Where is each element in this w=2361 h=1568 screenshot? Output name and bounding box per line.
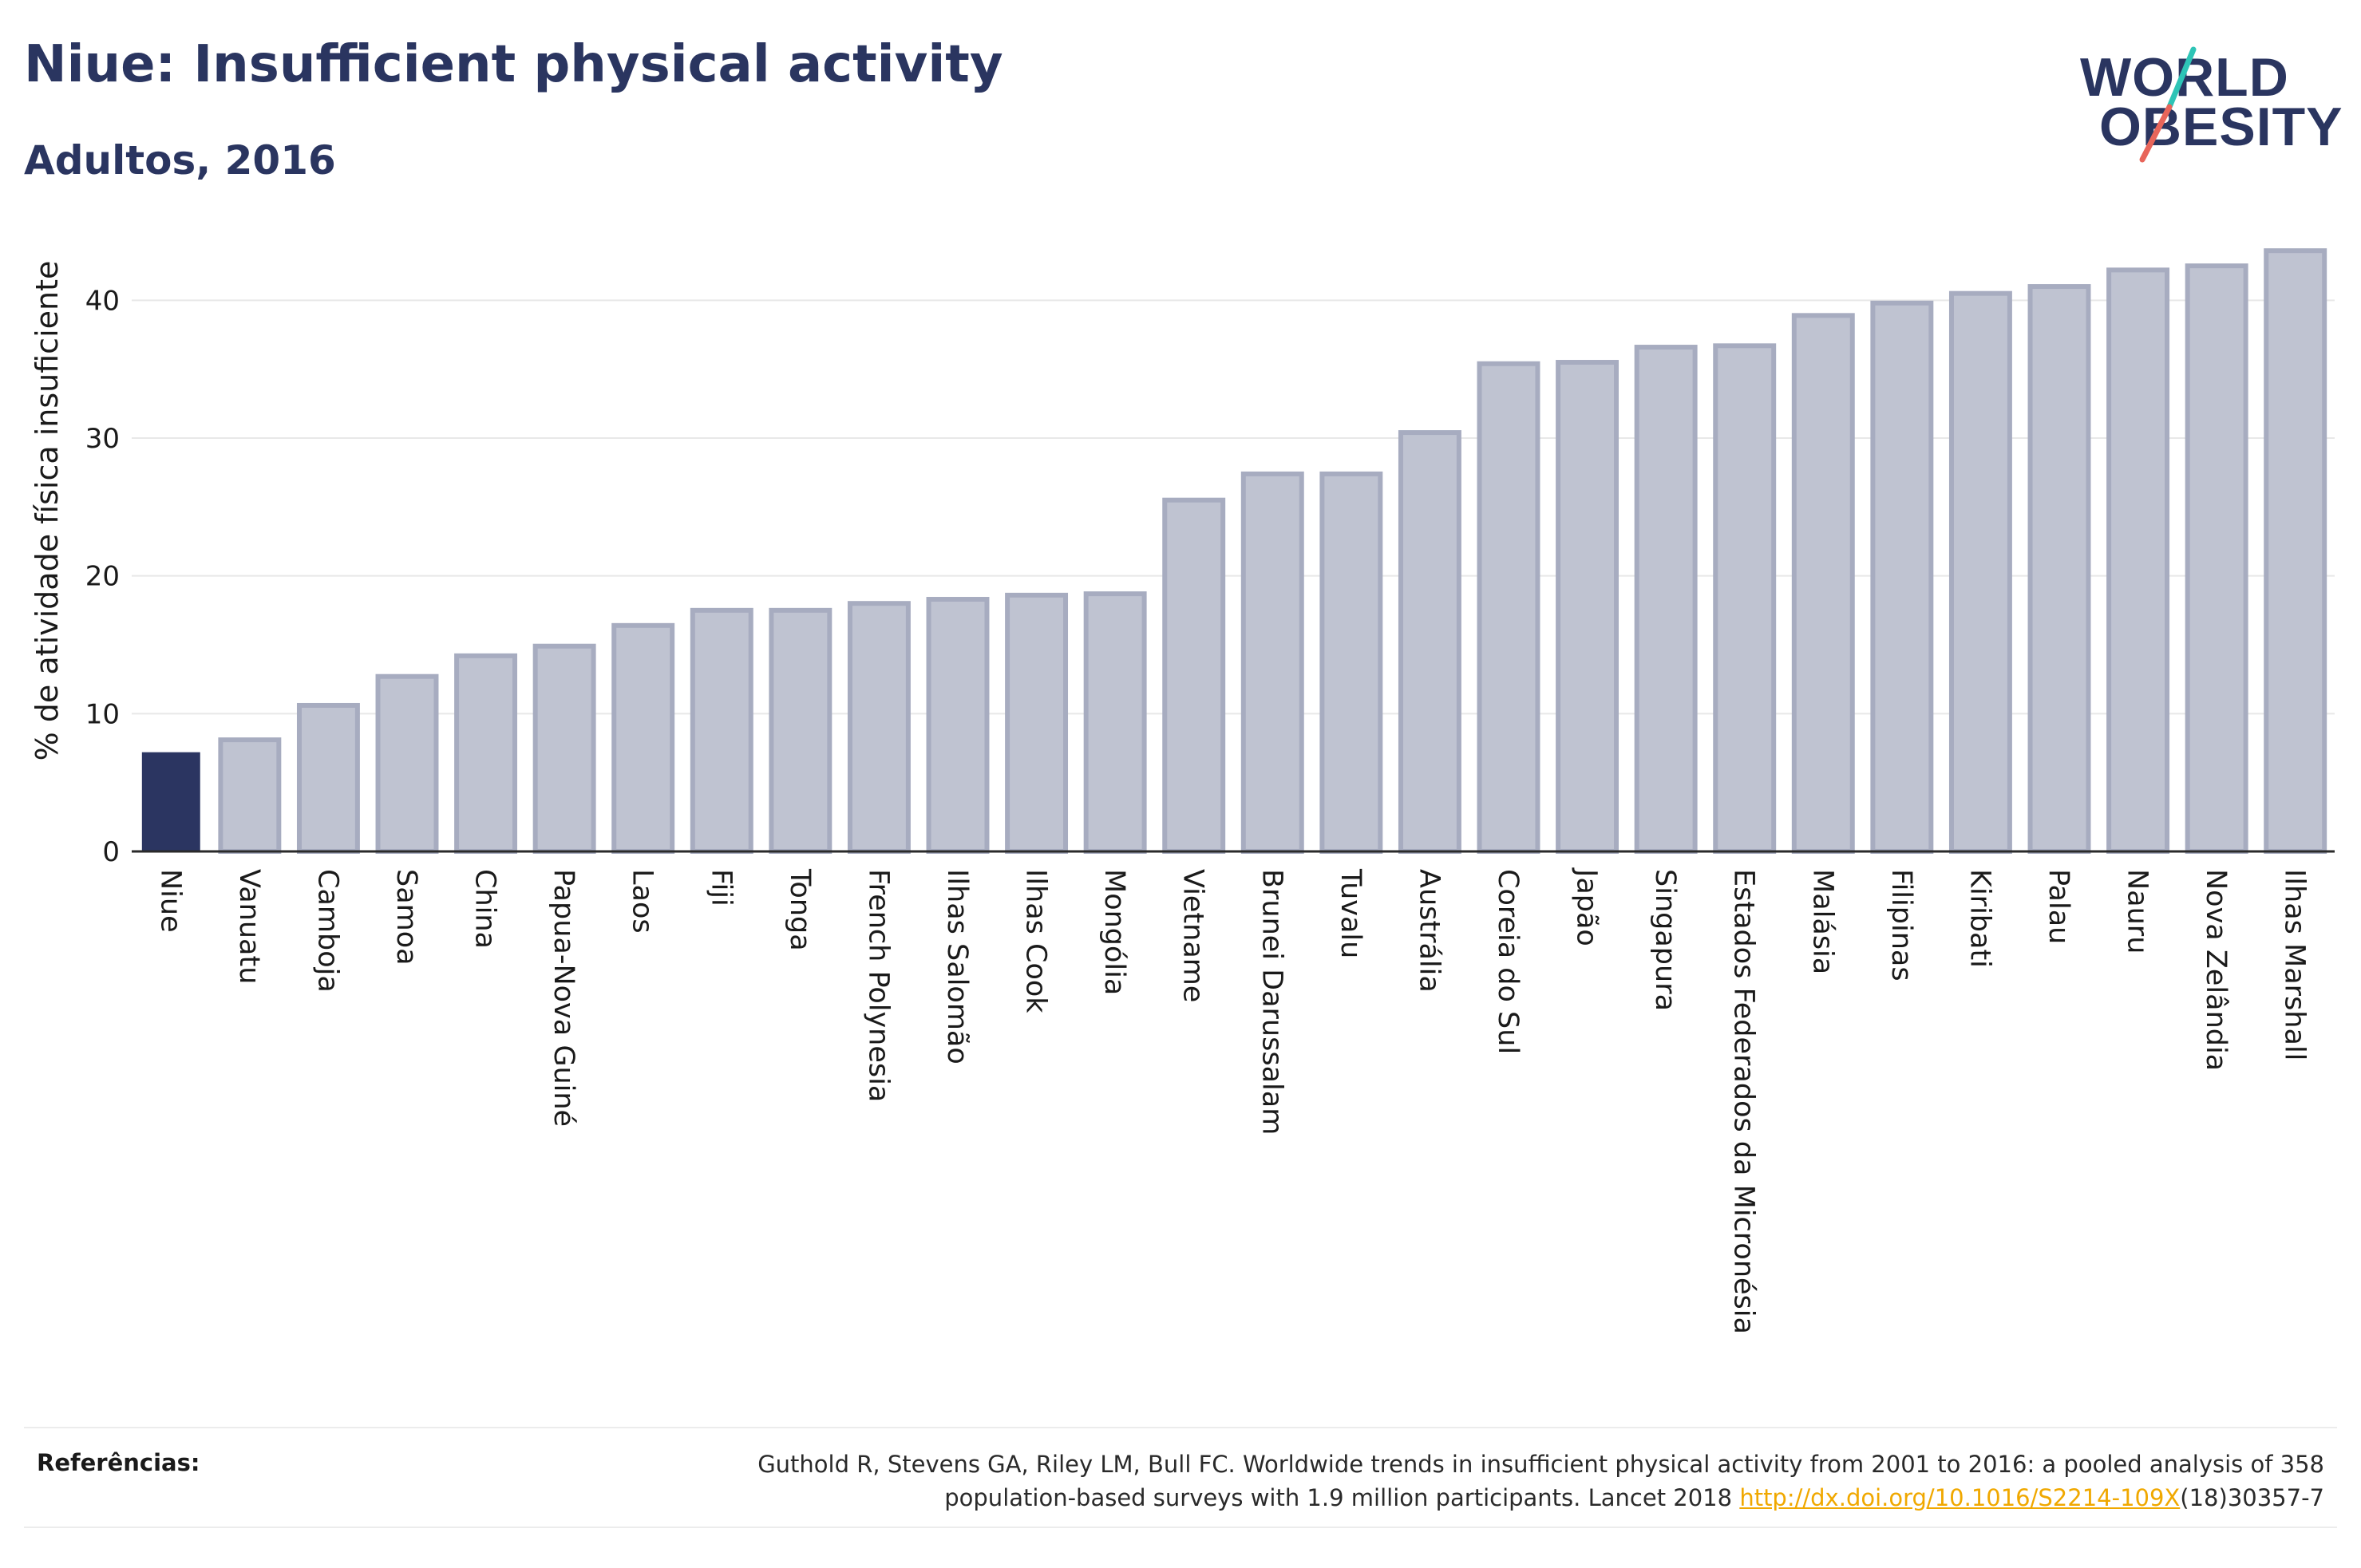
x-tick-label: Filipinas bbox=[1885, 869, 1917, 981]
reference-line-2-end: (18)30357-7 bbox=[2180, 1484, 2324, 1511]
x-tick-label: Brunei Darussalam bbox=[1256, 869, 1287, 1135]
bar-ilhas-marshall bbox=[2264, 248, 2327, 854]
bar-coreia-do-sul bbox=[1477, 361, 1540, 854]
bar-ilhas-cook bbox=[1005, 592, 1069, 855]
x-tick-label: Austrália bbox=[1413, 869, 1445, 993]
footer-divider-top bbox=[24, 1427, 2337, 1428]
x-tick-label: Ilhas Cook bbox=[1020, 869, 1052, 1013]
x-tick-label: Papua-Nova Guiné bbox=[548, 869, 579, 1127]
x-tick-label: Ilhas Marshall bbox=[2279, 869, 2311, 1060]
bar-fiji bbox=[690, 607, 753, 854]
bar-tuvalu bbox=[1319, 471, 1383, 854]
y-tick-label: 10 bbox=[85, 698, 120, 730]
bar-laos bbox=[611, 622, 675, 854]
bar-vanuatu bbox=[218, 737, 282, 855]
bar-brunei-darussalam bbox=[1240, 471, 1304, 854]
axes: 0 10 20 30 40 Niue Vanuatu Camboja Samoa China Pap… bbox=[85, 285, 2335, 1334]
bar-ilhas-salom-o bbox=[926, 597, 990, 855]
bar-china bbox=[454, 653, 518, 855]
bar-nova-zel-ndia bbox=[2185, 263, 2248, 854]
bar-samoa bbox=[375, 673, 439, 854]
y-tick-label: 20 bbox=[85, 561, 120, 593]
y-tick-label: 30 bbox=[85, 423, 120, 455]
bar-papua-nova-guin- bbox=[532, 643, 596, 855]
x-tick-label: Estados Federados da Micronésia bbox=[1728, 869, 1760, 1334]
reference-line-2: population-based surveys with 1.9 millio… bbox=[488, 1481, 2324, 1515]
bar-french-polynesia bbox=[847, 601, 911, 854]
x-tick-label: Samoa bbox=[390, 869, 422, 966]
y-tick-label: 0 bbox=[102, 836, 120, 868]
x-tick-label: Malásia bbox=[1806, 869, 1838, 974]
x-tick-label: French Polynesia bbox=[862, 869, 894, 1102]
x-tick-label: Ilhas Salomão bbox=[941, 869, 973, 1064]
y-tick-label: 40 bbox=[85, 285, 120, 317]
logo-slash-coral bbox=[2139, 104, 2173, 163]
x-tick-label: Vanuatu bbox=[233, 869, 265, 984]
bars bbox=[141, 248, 2327, 855]
x-tick-label: Singapura bbox=[1649, 869, 1681, 1011]
footer-divider-bottom bbox=[24, 1527, 2337, 1528]
x-tick-label: Japão bbox=[1571, 867, 1603, 946]
reference-text: Guthold R, Stevens GA, Riley LM, Bull FC… bbox=[488, 1448, 2324, 1515]
x-tick-label: Coreia do Sul bbox=[1492, 869, 1524, 1054]
bar-austr-lia bbox=[1398, 430, 1461, 854]
bar-tonga bbox=[769, 607, 832, 854]
bar-vietname bbox=[1162, 497, 1226, 854]
x-tick-label: Tonga bbox=[784, 868, 816, 951]
bar-camboja bbox=[296, 702, 360, 854]
bar-chart: 0 10 20 30 40 Niue Vanuatu Camboja Samoa China Pap… bbox=[30, 248, 2335, 1334]
logo-slash-teal bbox=[2166, 46, 2197, 110]
logo-line-2: OBESITY bbox=[2099, 97, 2343, 157]
chart-title: Niue: Insufficient physical activity bbox=[24, 35, 1003, 94]
x-tick-label: Kiribati bbox=[1964, 869, 1995, 968]
bar-mong-lia bbox=[1083, 591, 1147, 854]
bar-kiribati bbox=[1948, 290, 2012, 854]
x-tick-label: China bbox=[469, 869, 501, 949]
reference-line-2-start: population-based surveys with 1.9 millio… bbox=[944, 1484, 1740, 1511]
bar-jap-o bbox=[1556, 360, 1619, 854]
x-tick-label: Niue bbox=[154, 869, 186, 933]
y-axis-label: % de atividade física insuficiente bbox=[30, 261, 65, 761]
x-tick-label: Fiji bbox=[705, 869, 737, 906]
bar-filipinas bbox=[1870, 300, 1934, 854]
x-tick-label: Camboja bbox=[311, 869, 343, 993]
x-tick-label: Mongólia bbox=[1098, 869, 1130, 995]
reference-line-1: Guthold R, Stevens GA, Riley LM, Bull FC… bbox=[757, 1451, 2324, 1478]
references-label: Referências: bbox=[37, 1449, 200, 1476]
x-tick-label: Nauru bbox=[2122, 869, 2153, 954]
x-tick-label: Palau bbox=[2043, 869, 2074, 944]
bar-singapura bbox=[1634, 345, 1698, 855]
bar-palau bbox=[2027, 284, 2091, 855]
x-tick-label: Laos bbox=[627, 869, 658, 934]
world-obesity-logo: WORLD OBESITY bbox=[2080, 46, 2343, 163]
x-tick-label: Nova Zelândia bbox=[2200, 869, 2232, 1071]
bar-estados-federados-da-micron-sia bbox=[1713, 343, 1777, 854]
bar-nauru bbox=[2106, 267, 2170, 854]
x-tick-label: Tuvalu bbox=[1335, 868, 1366, 958]
x-tick-label: Vietname bbox=[1177, 869, 1209, 1002]
reference-doi-link[interactable]: http://dx.doi.org/10.1016/S2214-109X bbox=[1739, 1484, 2181, 1511]
chart-subtitle: Adultos, 2016 bbox=[24, 137, 336, 184]
bar-mal-sia bbox=[1791, 313, 1855, 854]
bar-niue bbox=[141, 752, 200, 851]
